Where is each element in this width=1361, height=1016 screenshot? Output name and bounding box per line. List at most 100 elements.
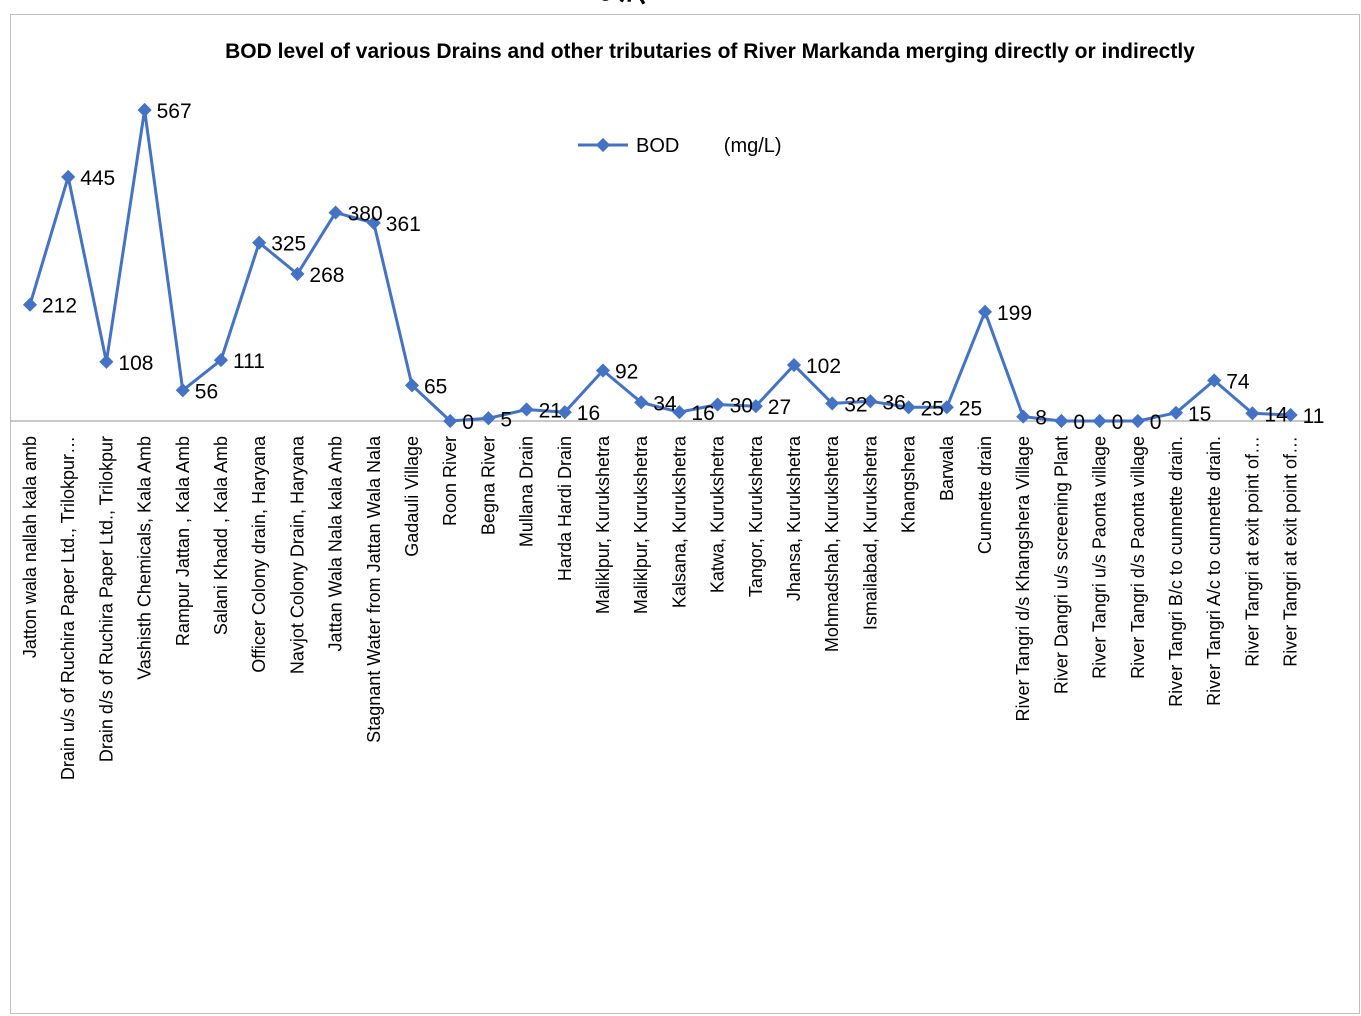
- x-tick-label: Khangshera: [899, 435, 919, 533]
- data-label: 11: [1303, 405, 1325, 428]
- data-point-marker: [1245, 406, 1260, 421]
- data-label: 445: [80, 167, 115, 190]
- x-tick-label: Cunnette drain: [975, 436, 995, 554]
- x-tick-labels: Jatton wala nallah kala amb Drain u/s of …: [20, 435, 1301, 780]
- x-tick-label: River Tangri A/c to cunnette drain.: [1204, 436, 1224, 706]
- data-point-marker: [213, 353, 229, 368]
- x-tick-label: Officer Colony drain, Haryana: [249, 435, 269, 673]
- data-label: 325: [271, 233, 306, 256]
- data-label: 0: [1150, 411, 1162, 434]
- x-tick-label: Mullana Drain: [517, 436, 537, 547]
- legend-label: BOD (mg/L): [636, 135, 782, 157]
- data-point-marker: [519, 402, 534, 417]
- data-point-marker: [977, 304, 993, 319]
- legend-marker: [595, 137, 611, 153]
- data-point-marker: [863, 394, 878, 409]
- data-point-marker: [366, 215, 381, 231]
- x-tick-label: Jhansa, Kurukshetra: [784, 435, 804, 601]
- data-point-marker: [901, 400, 916, 415]
- data-point-marker: [99, 354, 114, 369]
- x-tick-label: Navjot Colony Drain, Haryana: [287, 435, 307, 674]
- data-label: 268: [309, 264, 344, 287]
- x-tick-label: Vashisth Chemicals, Kala Amb: [135, 436, 155, 680]
- data-label: 92: [615, 361, 638, 384]
- data-label: 5: [500, 408, 512, 431]
- data-label: 361: [386, 213, 421, 236]
- data-point-marker: [22, 297, 38, 312]
- x-tick-label: Gadauli Village: [402, 436, 422, 557]
- x-tick-label: River Tangri B/c to cunnette drain.: [1166, 436, 1186, 707]
- data-label: 199: [997, 302, 1032, 325]
- data-label: 8: [1035, 407, 1047, 430]
- data-point-marker: [557, 405, 572, 420]
- data-label: 0: [1112, 411, 1124, 434]
- x-tick-label: Ismailabad, Kurukshetra: [860, 435, 880, 630]
- data-label: 27: [768, 396, 791, 419]
- data-point-marker: [672, 405, 687, 420]
- data-point-marker: [1092, 413, 1107, 429]
- data-point-marker: [443, 413, 458, 429]
- chart-frame: [10, 14, 1360, 1014]
- data-point-marker: [1168, 405, 1184, 420]
- data-point-marker: [175, 383, 190, 398]
- data-label: 14: [1264, 403, 1288, 426]
- data-label: 15: [1188, 403, 1211, 426]
- data-point-marker: [939, 400, 954, 415]
- x-tick-label: Drain u/s of Ruchira Paper Ltd., Trilokp…: [58, 436, 78, 780]
- x-tick-label: Maliklpur, Kurukshetra: [593, 435, 613, 614]
- x-tick-label: Tangor, Kurukshetra: [746, 435, 766, 597]
- data-point-marker: [710, 397, 725, 412]
- data-point-marker: [290, 266, 305, 282]
- data-point-marker: [404, 378, 420, 393]
- x-tick-label: River Tangri at exit point of…: [1242, 436, 1262, 667]
- x-tick-label: Stagnant Water from Jattan Wala Nala: [364, 435, 384, 743]
- x-tick-label: Maliklpur, Kurukshetra: [631, 435, 651, 614]
- x-tick-label: Salani Khadd , Kala Amb: [211, 436, 231, 635]
- x-tick-label: Rampur Jattan , Kala Amb: [173, 436, 193, 646]
- x-tick-label: Jatton wala nallah kala amb: [20, 436, 40, 658]
- data-point-marker: [786, 357, 802, 373]
- data-label: 25: [959, 397, 982, 420]
- data-label: 32: [844, 393, 867, 416]
- x-tick-label: River Dangri u/s screening Plant: [1051, 436, 1071, 694]
- series-line-bod: [28, 108, 1291, 423]
- x-tick-label: Roon River: [440, 436, 460, 526]
- data-point-marker: [595, 363, 611, 378]
- data-point-marker: [1283, 407, 1298, 423]
- data-label: 567: [157, 100, 192, 123]
- x-tick-label: River Tangri d/s Paonta village: [1128, 436, 1148, 679]
- data-point-marker: [252, 235, 267, 250]
- data-label: 16: [691, 402, 714, 425]
- x-tick-label: Mohmadshah, Kurukshetra: [822, 435, 842, 652]
- data-label: 0: [462, 411, 474, 434]
- data-label: 74: [1226, 370, 1250, 393]
- data-label: 30: [730, 395, 753, 418]
- data-point-marker: [825, 396, 840, 411]
- data-point-marker: [748, 399, 763, 414]
- data-label: 34: [653, 392, 677, 415]
- x-tick-label: River Tangri d/s Khangshera Village: [1013, 436, 1033, 722]
- data-label: 0: [1073, 411, 1085, 434]
- data-point-marker: [1130, 413, 1145, 429]
- legend: BOD (mg/L): [578, 135, 782, 157]
- data-point-marker: [137, 102, 152, 118]
- x-tick-label: Kalsana, Kurukshetra: [669, 435, 689, 608]
- data-label: 21: [539, 399, 562, 422]
- data-label: 108: [118, 352, 153, 375]
- data-label: 102: [806, 355, 841, 378]
- x-tick-label: Begna River: [478, 436, 498, 535]
- data-label: 212: [42, 295, 77, 318]
- data-label: 25: [921, 397, 944, 420]
- x-tick-label: River Tangri at exit point of…: [1281, 436, 1301, 667]
- data-label: 56: [195, 380, 218, 403]
- data-point-marker: [634, 395, 649, 410]
- x-tick-label: Jattan Wala Nala kala Amb: [326, 436, 346, 651]
- data-point-marker: [481, 411, 496, 426]
- page-top-text: ४१/३: [598, 0, 649, 8]
- x-tick-label: Barwala: [937, 435, 957, 501]
- x-tick-label: River Tangri u/s Paonta village: [1090, 436, 1110, 679]
- data-label: 16: [577, 402, 600, 425]
- data-point-marker: [328, 205, 343, 220]
- data-label: 380: [348, 203, 383, 226]
